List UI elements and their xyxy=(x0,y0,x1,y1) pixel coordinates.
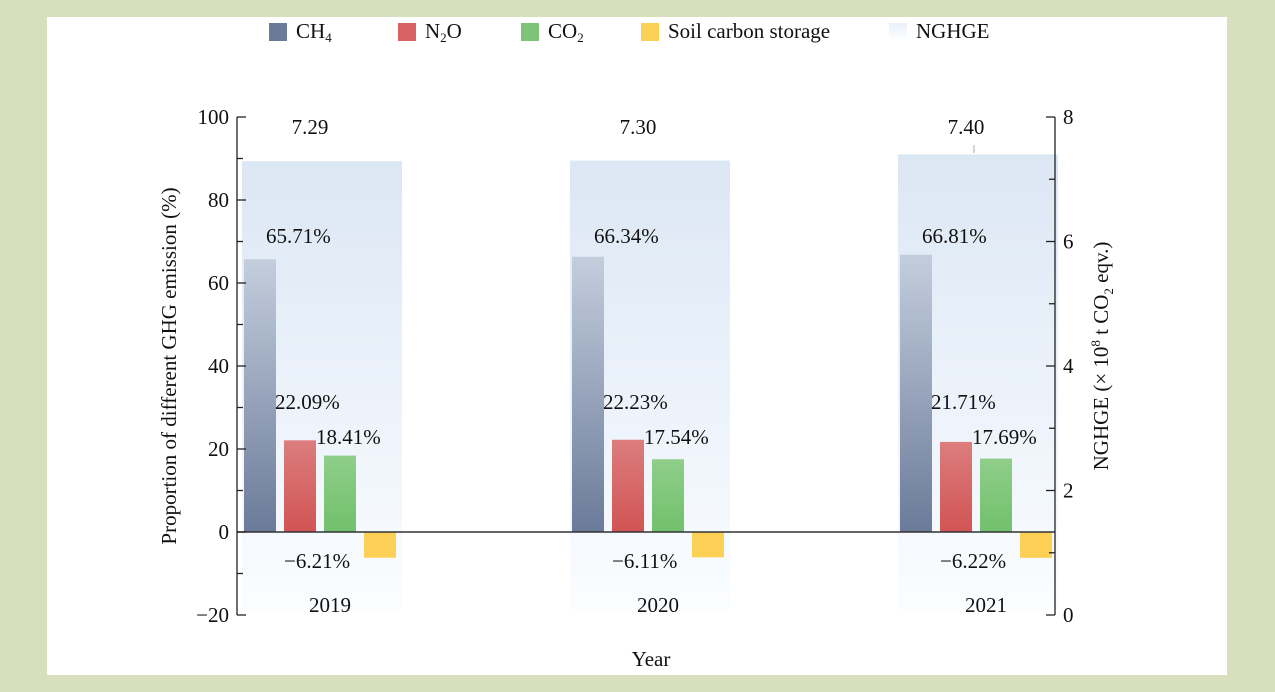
y-tick-label: −20 xyxy=(196,603,229,627)
data-label-soil-carbon: −6.21% xyxy=(284,549,350,573)
data-labels: 7.29 65.71% 22.09% 18.41% −6.21% 2019 7.30 66.3… xyxy=(266,115,1037,617)
data-label-co2: 17.69% xyxy=(972,425,1037,449)
legend-subscript: 4 xyxy=(325,30,332,45)
bar-n2o xyxy=(940,441,972,532)
data-label-soil-carbon: −6.22% xyxy=(940,549,1006,573)
legend-label-co2: CO2 xyxy=(548,19,584,44)
legend-label-ch4: CH4 xyxy=(296,19,332,44)
y-tick-label: 40 xyxy=(208,354,229,378)
data-label-co2: 17.54% xyxy=(644,425,709,449)
nghge-value-label: 7.29 xyxy=(292,115,329,139)
legend-subscript: 2 xyxy=(577,30,584,45)
legend: CH4 N2O CO2 Soil carbon storage NGHGE xyxy=(0,17,1275,47)
y-tick-label: 80 xyxy=(208,188,229,212)
legend-item-n2o: N2O xyxy=(398,19,462,44)
data-label-co2: 18.41% xyxy=(316,425,381,449)
data-label-ch4: 66.81% xyxy=(922,224,987,248)
legend-label-nghge: NGHGE xyxy=(916,19,990,43)
bar-n2o xyxy=(612,439,644,532)
axes: −20 0 20 40 60 80 100 0 2 4 6 8 Proportion of differ… xyxy=(157,105,1116,671)
legend-swatch-soil-carbon xyxy=(641,22,659,41)
y-tick-label: 20 xyxy=(208,437,229,461)
nghge-value-label: 7.30 xyxy=(620,115,657,139)
bar-co2 xyxy=(324,455,356,532)
data-label-n2o: 22.09% xyxy=(275,390,340,414)
bar-ch4 xyxy=(572,256,604,532)
bar-n2o xyxy=(284,440,316,532)
x-tick-label: 2021 xyxy=(965,593,1007,617)
legend-item-ch4: CH4 xyxy=(269,19,332,44)
legend-label-n2o: N2O xyxy=(425,19,462,44)
data-label-n2o: 22.23% xyxy=(603,390,668,414)
bar-soil-carbon-storage xyxy=(1020,532,1052,558)
legend-subscript: 2 xyxy=(440,30,447,45)
y2-tick-label: 4 xyxy=(1063,354,1074,378)
y2-tick-label: 0 xyxy=(1063,603,1074,627)
nghge-value-label: 7.40 xyxy=(948,115,985,139)
legend-swatch-n2o xyxy=(398,22,416,41)
legend-swatch-ch4 xyxy=(269,22,287,41)
y2-tick-label: 2 xyxy=(1063,479,1074,503)
bar-co2 xyxy=(652,459,684,532)
y-tick-label: 100 xyxy=(198,105,230,129)
legend-text: N xyxy=(425,19,441,43)
y2-tick-label: 8 xyxy=(1063,105,1074,129)
legend-swatch-co2 xyxy=(521,22,539,41)
legend-text: CO xyxy=(548,19,578,43)
legend-item-soil-carbon: Soil carbon storage xyxy=(641,19,830,44)
legend-text: O xyxy=(446,19,462,43)
y2-tick-label: 6 xyxy=(1063,230,1074,254)
data-label-soil-carbon: −6.11% xyxy=(612,549,677,573)
legend-label-soil-carbon: Soil carbon storage xyxy=(668,19,831,43)
legend-swatch-nghge xyxy=(889,22,907,41)
bar-ch4 xyxy=(900,254,932,532)
x-axis-title: Year xyxy=(632,647,671,671)
ghg-bars xyxy=(244,254,1052,558)
data-label-n2o: 21.71% xyxy=(931,390,996,414)
y-tick-label: 60 xyxy=(208,271,229,295)
bar-soil-carbon-storage xyxy=(364,532,396,558)
y2-axis-title: NGHGE (× 108 t CO2 eqv.) xyxy=(1088,242,1116,471)
y-axis-title: Proportion of different GHG emission (%) xyxy=(157,187,181,544)
x-tick-label: 2019 xyxy=(309,593,351,617)
y-tick-label: 0 xyxy=(219,520,230,544)
x-tick-label: 2020 xyxy=(637,593,679,617)
data-label-ch4: 66.34% xyxy=(594,224,659,248)
data-label-ch4: 65.71% xyxy=(266,224,331,248)
legend-item-nghge: NGHGE xyxy=(889,19,990,44)
bar-co2 xyxy=(980,458,1012,532)
legend-item-co2: CO2 xyxy=(521,19,584,44)
bar-ch4 xyxy=(244,259,276,532)
bar-soil-carbon-storage xyxy=(692,532,724,558)
legend-text: CH xyxy=(296,19,326,43)
